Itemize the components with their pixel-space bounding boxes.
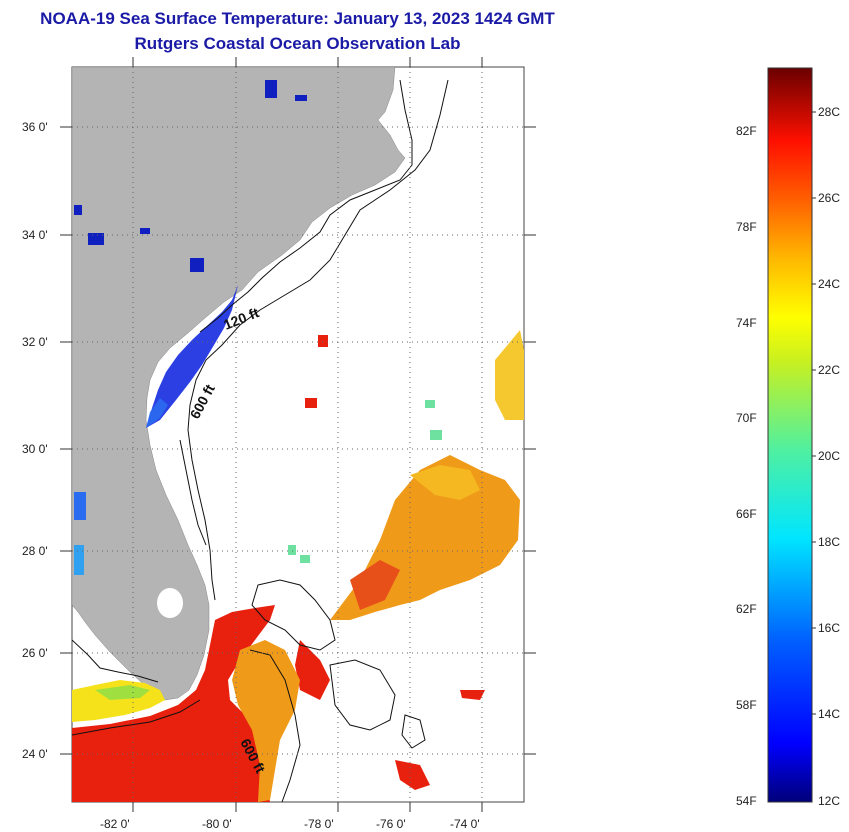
colorbar-f-label: 58F xyxy=(736,698,757,712)
lat-label: 24 0' xyxy=(22,747,48,761)
colorbar-f-label: 74F xyxy=(736,316,757,330)
gulf-stream-orange-water xyxy=(232,640,300,802)
lon-label: -82 0' xyxy=(100,817,130,831)
lat-label: 36 0' xyxy=(22,120,48,134)
lon-label: -74 0' xyxy=(450,817,480,831)
colorbar-c-label: 26C xyxy=(818,191,840,205)
graticule-grid xyxy=(72,67,524,802)
colorbar-f-label: 70F xyxy=(736,411,757,425)
colorbar-c-label: 18C xyxy=(818,535,840,549)
lon-label: -78 0' xyxy=(304,817,334,831)
lon-label: -76 0' xyxy=(376,817,406,831)
inland-water-dots xyxy=(74,80,307,272)
colorbar-c-label: 12C xyxy=(818,794,840,808)
lat-label: 30 0' xyxy=(22,442,48,456)
colorbar-f-label: 82F xyxy=(736,124,757,138)
lat-label: 26 0' xyxy=(22,646,48,660)
colorbar-c-label: 22C xyxy=(818,363,840,377)
lake-okeechobee xyxy=(157,588,183,618)
colorbar-c-label: 20C xyxy=(818,449,840,463)
map-subtitle: Rutgers Coastal Ocean Observation Lab xyxy=(134,34,461,53)
colorbar-f-label: 66F xyxy=(736,507,757,521)
scattered-cool-pixels xyxy=(288,400,442,563)
lon-label: -80 0' xyxy=(202,817,232,831)
colorbar-c-label: 24C xyxy=(818,277,840,291)
map-panel: 120 ft 600 ft 600 ft xyxy=(22,57,536,831)
colorbar-f-label: 78F xyxy=(736,220,757,234)
temperature-colorbar: 82F 78F 74F 70F 66F 62F 58F 54F 28C 26C … xyxy=(736,67,840,808)
lat-label: 28 0' xyxy=(22,544,48,558)
bathymetry-contours xyxy=(72,79,449,802)
colorbar-f-label: 54F xyxy=(736,794,757,808)
map-title: NOAA-19 Sea Surface Temperature: January… xyxy=(40,9,555,28)
colorbar-c-label: 14C xyxy=(818,707,840,721)
colorbar-c-label: 16C xyxy=(818,621,840,635)
axis-ticks xyxy=(60,57,536,812)
colorbar-c-label: 28C xyxy=(818,105,840,119)
colorbar-f-label: 62F xyxy=(736,602,757,616)
florida-straits-warm-water xyxy=(72,605,275,802)
lat-label: 32 0' xyxy=(22,335,48,349)
lat-label: 34 0' xyxy=(22,228,48,242)
